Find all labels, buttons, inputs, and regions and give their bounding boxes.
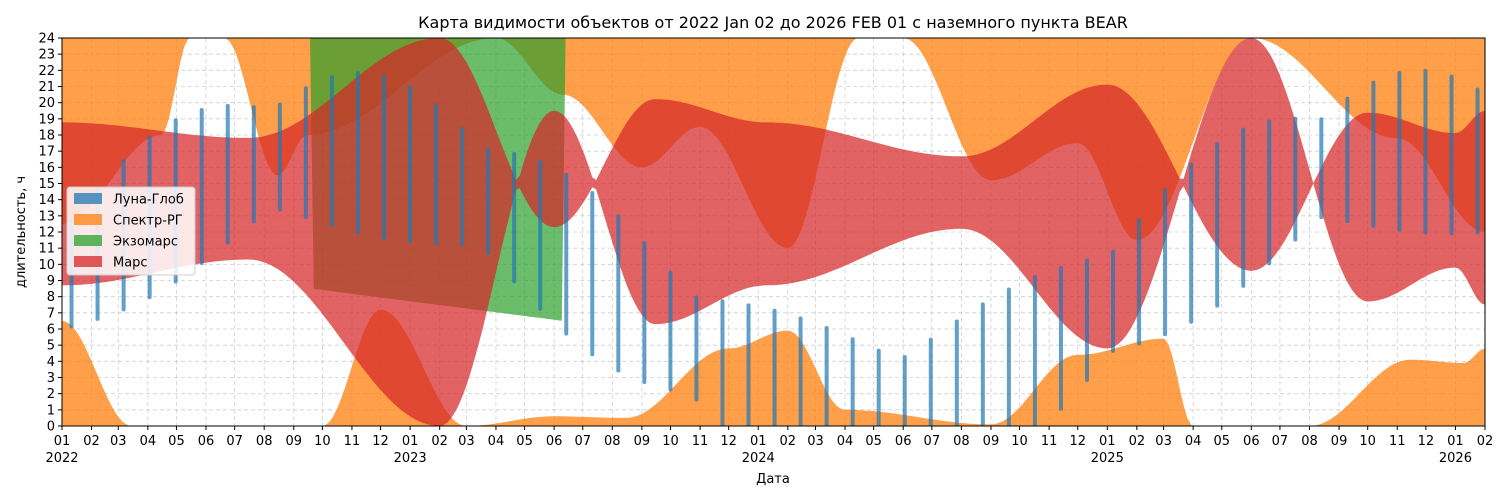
y-tick-label: 23 [38,48,55,63]
x-tick-label: 02 [1129,434,1146,449]
x-tick-label: 06 [198,434,215,449]
x-tick-label: 02 [83,434,100,449]
x-tick-label: 11 [1389,434,1406,449]
y-tick-label: 21 [38,80,55,95]
y-tick-label: 16 [38,161,55,176]
x-tick-label: 09 [983,434,1000,449]
legend-swatch [74,235,102,246]
y-tick-label: 12 [38,226,55,241]
x-tick-label: 01 [1099,434,1116,449]
x-tick-label: 01 [54,434,71,449]
y-tick-label: 3 [47,371,55,386]
y-tick-label: 17 [38,145,55,160]
x-tick-label: 02 [780,434,797,449]
y-tick-label: 10 [38,258,55,273]
x-tick-label: 07 [924,434,941,449]
x-tick-label: 06 [895,434,912,449]
y-tick-label: 22 [38,64,55,79]
legend-label: Спектр-РГ [113,214,183,229]
x-tick-label: 01 [750,434,767,449]
legend-label: Экзомарс [113,235,178,250]
x-tick-label: 08 [953,434,970,449]
x-tick-label: 10 [1011,434,1028,449]
x-tick-label: 01 [1447,434,1464,449]
x-tick-label: 04 [140,434,157,449]
x-tick-label: 06 [546,434,563,449]
x-tick-label: 02 [1477,434,1494,449]
x-tick-label: 11 [692,434,709,449]
x-tick-label: 02 [431,434,448,449]
x-tick-label: 11 [344,434,361,449]
x-tick-label: 05 [168,434,185,449]
y-tick-label: 8 [47,290,55,305]
visibility-areas [62,38,1485,426]
x-tick-label: 09 [634,434,651,449]
x-tick-label: 08 [604,434,621,449]
x-tick-label: 01 [402,434,419,449]
legend-swatch [74,256,102,267]
legend-frame [66,186,196,276]
y-tick-label: 2 [47,387,55,402]
x-tick-label: 09 [285,434,302,449]
x-axis-label: Дата [756,472,790,487]
x-tick-label: 05 [1213,434,1230,449]
x-tick-label: 12 [1418,434,1435,449]
x-tick-label: 03 [1155,434,1172,449]
y-tick-label: 0 [47,420,55,435]
x-tick-label: 03 [458,434,475,449]
x-year-label: 2022 [45,451,78,466]
legend-swatch [74,214,102,225]
y-tick-label: 4 [47,355,55,370]
x-tick-label: 12 [720,434,737,449]
y-tick-label: 5 [47,339,55,354]
x-tick-label: 05 [516,434,533,449]
x-tick-label: 10 [1359,434,1376,449]
x-year-label: 2023 [394,451,427,466]
x-tick-label: 05 [865,434,882,449]
y-tick-label: 18 [38,129,55,144]
x-tick-label: 12 [1069,434,1086,449]
x-tick-label: 11 [1041,434,1058,449]
y-tick-label: 19 [38,112,55,127]
x-tick-label: 08 [1301,434,1318,449]
y-tick-label: 11 [38,242,55,257]
x-tick-label: 06 [1243,434,1260,449]
legend-swatch [74,193,102,204]
x-year-label: 2026 [1439,451,1472,466]
x-tick-label: 12 [372,434,389,449]
y-tick-label: 13 [38,209,55,224]
y-tick-label: 15 [38,177,55,192]
x-tick-label: 07 [226,434,243,449]
y-tick-label: 6 [47,323,55,338]
x-tick-label: 10 [314,434,331,449]
y-tick-label: 24 [38,32,55,47]
y-tick-label: 9 [47,274,55,289]
x-tick-label: 03 [110,434,127,449]
chart-title: Карта видимости объектов от 2022 Jan 02 … [418,13,1128,32]
x-tick-label: 07 [1272,434,1289,449]
x-tick-label: 04 [1185,434,1202,449]
legend: Луна-Глоб Спектр-РГ Экзомарс Марс [66,186,196,276]
x-tick-label: 04 [488,434,505,449]
y-tick-label: 1 [47,403,55,418]
legend-label: Луна-Глоб [113,193,184,208]
y-tick-label: 7 [47,306,55,321]
x-tick-label: 03 [807,434,824,449]
x-tick-label: 04 [837,434,854,449]
x-tick-label: 08 [256,434,273,449]
y-axis-label: длительность, ч [14,176,29,288]
x-year-label: 2024 [742,451,775,466]
x-tick-label: 07 [574,434,591,449]
y-tick-label: 14 [38,193,55,208]
legend-label: Марс [113,256,148,271]
y-tick-label: 20 [38,96,55,111]
x-tick-label: 10 [662,434,679,449]
mars-area [62,38,1485,426]
x-year-label: 2025 [1091,451,1124,466]
x-tick-label: 09 [1331,434,1348,449]
x-ticks: 01 02 03 04 05 06 07 08 09 10 11 12 01 02 03 04 05 06 07 08… [45,426,1493,466]
